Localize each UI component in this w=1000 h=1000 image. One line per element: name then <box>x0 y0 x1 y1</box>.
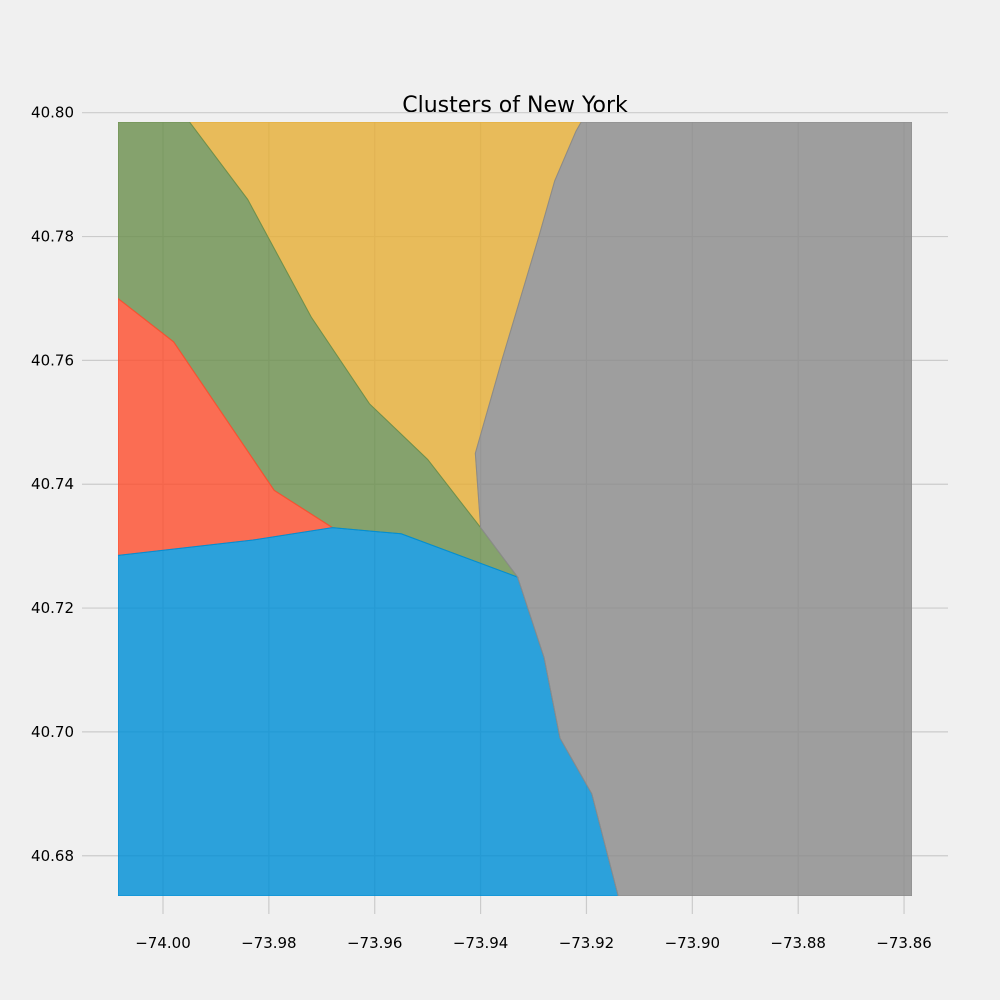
y-tick-label: 40.72 <box>31 599 74 617</box>
x-axis-ticks: −74.00 −73.98 −73.96 −73.94 −73.92 −73.90 −73.… <box>135 934 932 952</box>
y-axis-ticks: 40.68 40.70 40.72 40.74 40.76 40.78 40.80 <box>31 104 74 865</box>
cluster-region-5 <box>474 122 912 896</box>
cluster-layer <box>118 122 912 896</box>
y-tick-label: 40.76 <box>31 351 74 369</box>
x-tick-label: −73.90 <box>665 934 721 952</box>
chart-title: Clusters of New York <box>402 93 628 118</box>
x-tick-label: −73.92 <box>559 934 615 952</box>
cluster-regions <box>118 122 912 896</box>
x-tick-label: −73.98 <box>241 934 297 952</box>
x-tick-label: −73.96 <box>347 934 403 952</box>
x-tick-label: −74.00 <box>135 934 191 952</box>
y-tick-label: 40.74 <box>31 475 74 493</box>
y-tick-label: 40.70 <box>31 723 74 741</box>
x-tick-label: −73.94 <box>453 934 509 952</box>
x-tick-label: −73.86 <box>876 934 932 952</box>
x-tick-label: −73.88 <box>770 934 826 952</box>
y-tick-label: 40.80 <box>31 104 74 122</box>
y-tick-label: 40.68 <box>31 847 74 865</box>
y-tick-label: 40.78 <box>31 228 74 246</box>
